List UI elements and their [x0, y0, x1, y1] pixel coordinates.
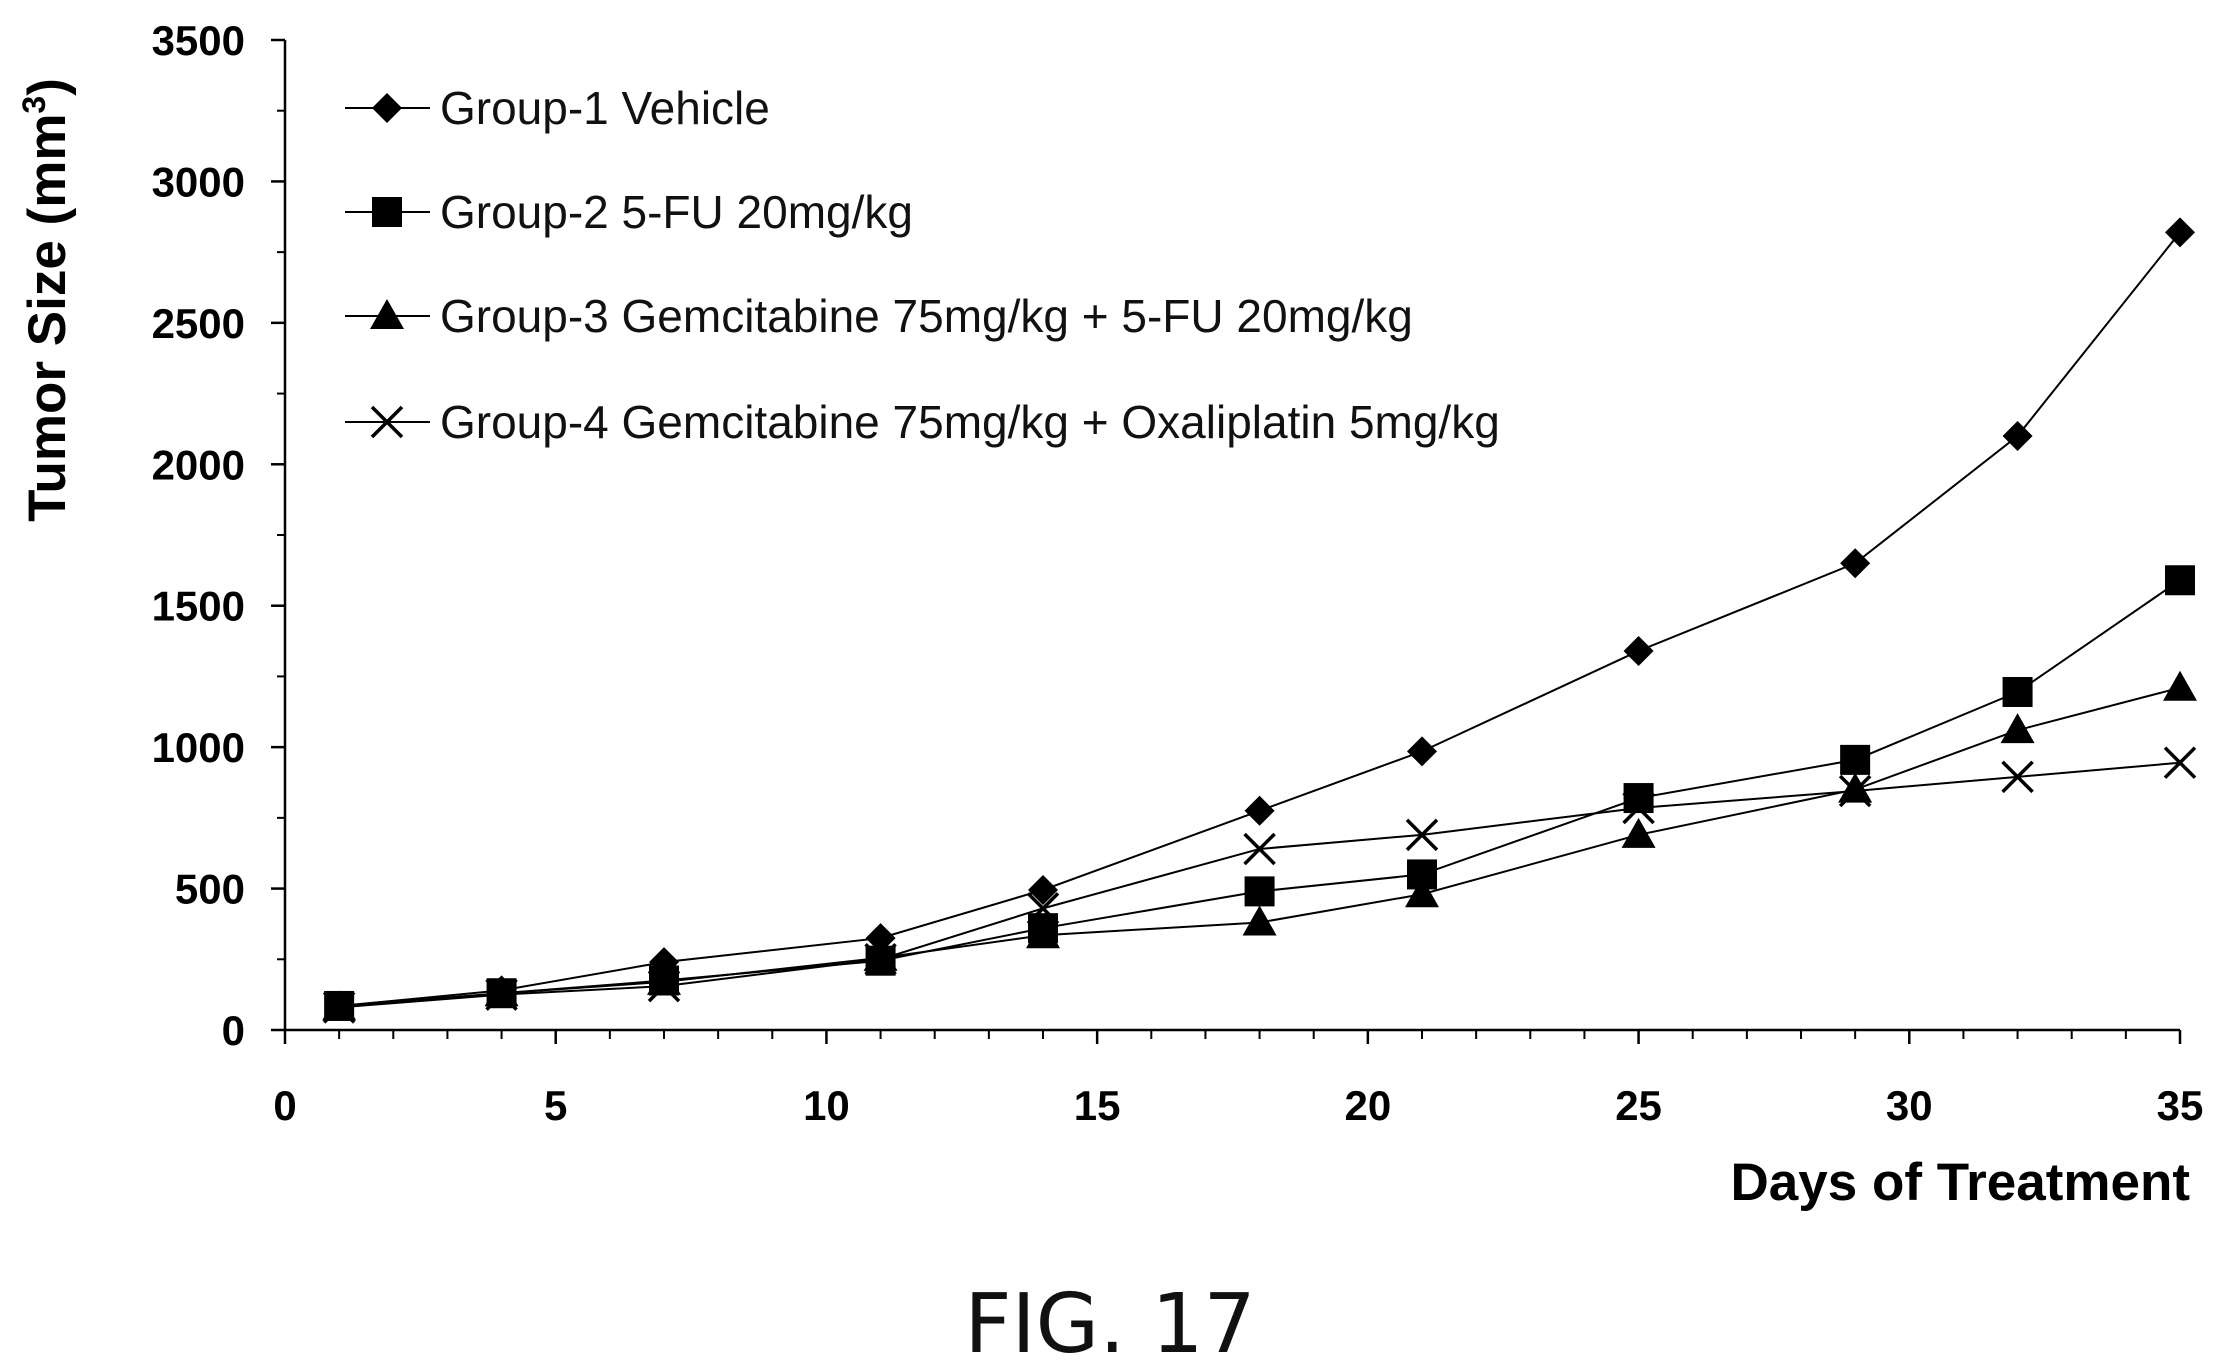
- chart-series: [322, 217, 2197, 1024]
- data-point: [1243, 832, 1276, 866]
- chart-legend: Group-1 Vehicle Group-2 5-FU 20mg/kg Group…: [345, 82, 1500, 448]
- data-point: [865, 923, 896, 954]
- data-point: [1026, 918, 1060, 949]
- y-tick-label: 3500: [152, 17, 245, 64]
- y-tick-label: 1000: [152, 724, 245, 771]
- x-tick-label: 15: [1074, 1082, 1121, 1129]
- x-tick-label: 35: [2157, 1082, 2204, 1129]
- data-point: [1405, 877, 1439, 908]
- legend-label: Group-2 5-FU 20mg/kg: [440, 186, 913, 238]
- data-point: [322, 991, 356, 1024]
- data-point: [2163, 746, 2197, 779]
- legend-label: Group-4 Gemcitabine 75mg/kg + Oxaliplati…: [440, 396, 1500, 448]
- y-tick-label: 2000: [152, 441, 245, 488]
- legend-label: Group-1 Vehicle: [440, 82, 770, 134]
- data-point: [485, 978, 518, 1011]
- data-point: [1244, 795, 1275, 826]
- y-tick-label: 3000: [152, 158, 245, 205]
- x-tick-label: 25: [1615, 1082, 1662, 1129]
- data-point: [1840, 744, 1871, 775]
- data-point: [2165, 217, 2195, 248]
- legend-item-1: Group-1 Vehicle: [345, 82, 770, 134]
- x-tick-label: 0: [273, 1082, 296, 1129]
- y-axis-title: Tumor Size (mm3): [16, 78, 77, 522]
- y-tick-label: 0: [222, 1007, 245, 1054]
- data-point: [1244, 876, 1275, 907]
- data-point: [484, 976, 519, 1007]
- data-point: [2001, 760, 2034, 794]
- y-tick-label: 2500: [152, 300, 245, 347]
- legend-marker: [372, 197, 402, 227]
- data-point: [1840, 548, 1871, 579]
- x-tick-label: 20: [1344, 1082, 1391, 1129]
- data-point: [1623, 635, 1654, 666]
- data-point: [863, 940, 898, 971]
- legend-item-3: Group-3 Gemcitabine 75mg/kg + 5-FU 20mg/…: [345, 290, 1413, 342]
- legend-item-4: Group-4 Gemcitabine 75mg/kg + Oxaliplati…: [345, 396, 1500, 448]
- x-tick-label: 30: [1886, 1082, 1933, 1129]
- y-axis-title-superscript: 3: [16, 96, 52, 114]
- data-point: [1405, 818, 1439, 852]
- figure-caption: FIG. 17: [964, 1277, 1255, 1368]
- series-group-3: [322, 670, 2197, 1021]
- data-point: [2163, 670, 2197, 701]
- data-point: [1028, 874, 1058, 905]
- data-point: [2002, 676, 2033, 707]
- data-point: [1026, 892, 1060, 925]
- x-tick-label: 5: [544, 1082, 567, 1129]
- data-point: [1838, 774, 1872, 808]
- series-line-2: [339, 579, 2181, 1007]
- x-tick-label: 10: [803, 1082, 850, 1129]
- data-point: [1407, 736, 1437, 767]
- y-axis-title-main: Tumor Size (mm: [18, 114, 77, 522]
- data-point: [1622, 791, 1655, 825]
- y-tick-label: 1500: [152, 583, 245, 630]
- data-point: [2165, 565, 2195, 596]
- y-axis-title-close: ): [18, 78, 77, 96]
- data-point: [2000, 713, 2035, 744]
- series-group-2: [324, 565, 2195, 1021]
- data-point: [1838, 772, 1873, 803]
- x-axis-title: Days of Treatment: [1731, 1153, 2190, 1212]
- data-point: [2002, 421, 2033, 451]
- data-point: [647, 969, 681, 1003]
- legend-item-2: Group-2 5-FU 20mg/kg: [345, 186, 913, 238]
- chart-axes: 0 500 1000 1500 2000 2500 3000 3500 0 5 10 15 20 25 30…: [152, 17, 2204, 1129]
- data-point: [1242, 905, 1277, 936]
- legend-marker: [372, 93, 402, 123]
- legend-marker: [370, 299, 404, 329]
- data-point: [1621, 817, 1656, 848]
- legend-label: Group-3 Gemcitabine 75mg/kg + 5-FU 20mg/…: [440, 290, 1413, 342]
- legend-marker: [370, 405, 404, 439]
- data-point: [864, 943, 897, 976]
- y-tick-label: 500: [175, 866, 245, 913]
- series-group-4: [322, 746, 2197, 1024]
